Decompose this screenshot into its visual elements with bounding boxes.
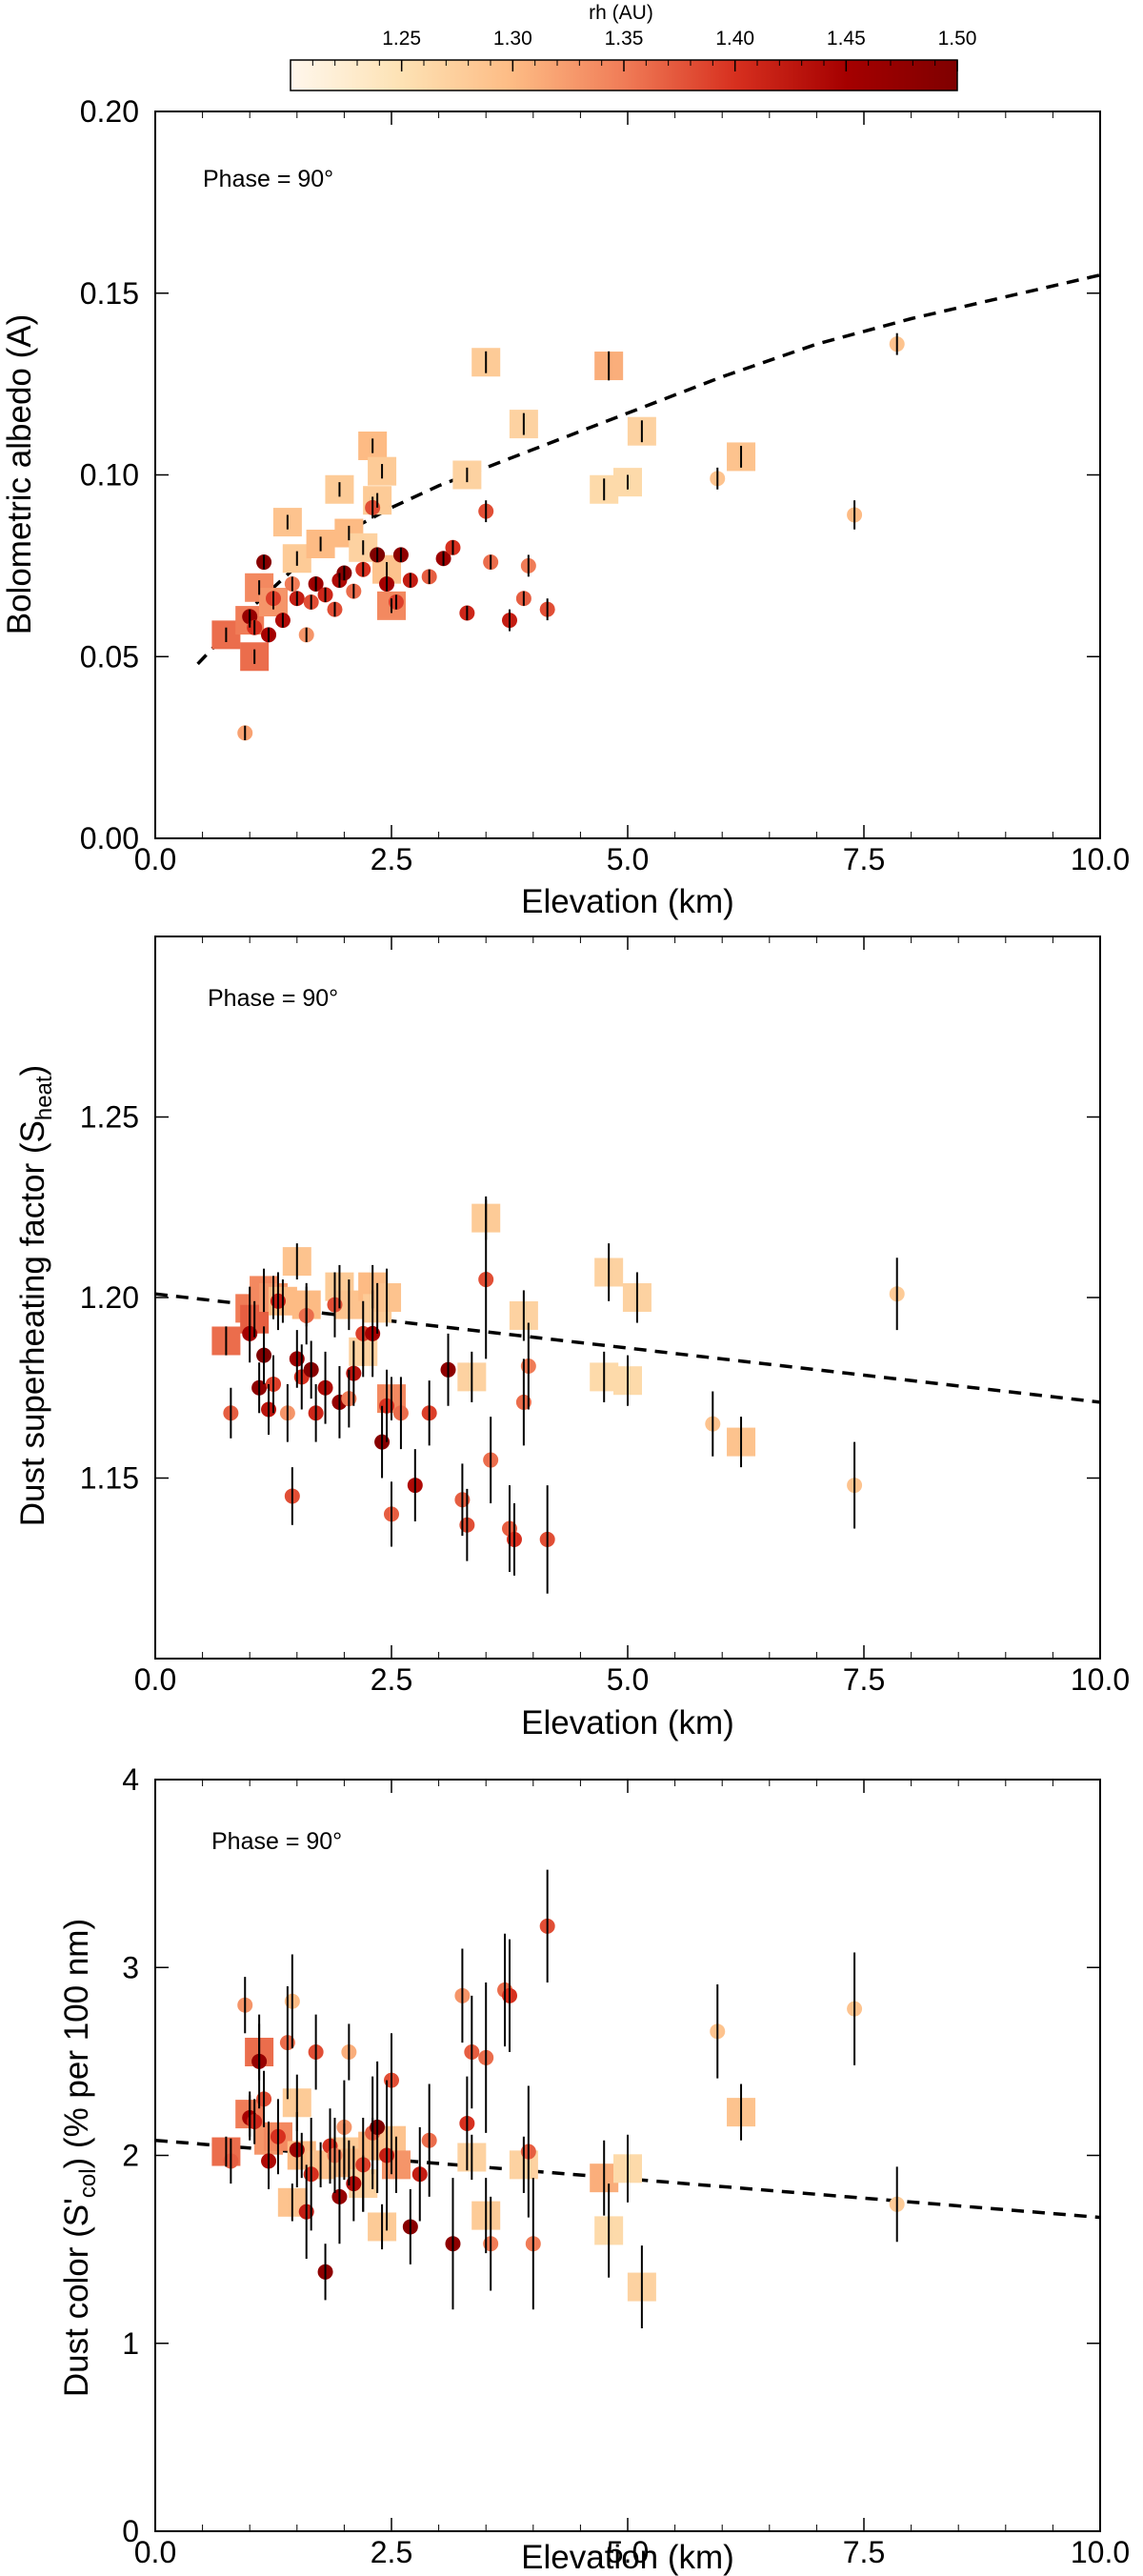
- panel-superheating-ylabel-sub: heat: [31, 1076, 57, 1120]
- panel-superheating-data: [155, 1196, 1100, 1594]
- y-tick-label: 2: [122, 2139, 139, 2173]
- panel-superheating-ylabel-tail: ): [14, 1065, 51, 1077]
- x-tick-label: 0.0: [134, 842, 176, 876]
- panel-albedo-ylabel: Bolometric albedo (A): [1, 314, 38, 635]
- y-tick-label: 1.20: [80, 1280, 139, 1315]
- y-tick-label: 0.00: [80, 821, 139, 855]
- panel-albedo-data: [196, 272, 1100, 741]
- x-tick-label: 0.0: [134, 1662, 176, 1697]
- panel-albedo-xlabel: Elevation (km): [521, 883, 734, 920]
- x-tick-label: 7.5: [843, 1662, 885, 1697]
- colorbar-tick-label: 1.45: [827, 28, 866, 50]
- y-tick-label: 0.15: [80, 276, 139, 311]
- panel-albedo: Phase = 90° Elevation (km) Bolometric al…: [1, 94, 1130, 920]
- x-tick-label: 10.0: [1071, 2535, 1130, 2569]
- panel-color-ylabel: Dust color (S'col) (% per 100 nm): [58, 1919, 101, 2397]
- panel-superheating-ylabel: Dust superheating factor (Sheat): [14, 1065, 57, 1526]
- panel-superheating: Phase = 90° Elevation (km) Dust superhea…: [14, 936, 1130, 1741]
- colorbar-ticks: 1.25 1.30 1.35 1.40 1.45 1.50: [290, 28, 977, 71]
- colorbar: rh (AU) 1.25 1.30 1.35 1.40 1.45 1.50: [290, 2, 977, 91]
- y-tick-label: 3: [122, 1950, 139, 1984]
- y-tick-label: 0.20: [80, 94, 139, 129]
- x-tick-label: 10.0: [1071, 1662, 1130, 1697]
- colorbar-tick-label: 1.40: [715, 28, 754, 50]
- y-tick-label: 1: [122, 2326, 139, 2361]
- panel-superheating-xlabel: Elevation (km): [521, 1704, 734, 1741]
- colorbar-tick-label: 1.30: [493, 28, 532, 50]
- y-tick-label: 1.15: [80, 1461, 139, 1496]
- panel-color-ylabel-tail: ) (% per 100 nm): [58, 1919, 95, 2169]
- x-tick-label: 5.0: [607, 842, 649, 876]
- panel-color-data: [155, 1869, 1100, 2328]
- x-tick-label: 7.5: [843, 2535, 885, 2569]
- x-tick-label: 5.0: [607, 2535, 649, 2569]
- colorbar-tick-label: 1.50: [938, 28, 977, 50]
- colorbar-tick-label: 1.25: [382, 28, 421, 50]
- panel-color-xlabel: Elevation (km): [521, 2539, 734, 2576]
- panel-albedo-ylabel-main: Bolometric albedo (A): [1, 314, 38, 635]
- y-tick-label: 0.10: [80, 458, 139, 493]
- panel-superheating-annotation: Phase = 90°: [208, 985, 338, 1012]
- x-tick-label: 10.0: [1071, 842, 1130, 876]
- colorbar-tick-label: 1.35: [605, 28, 644, 50]
- panel-color-ticks: 0.0 2.5 5.0 7.5 10.0 0 1 2 3 4: [122, 1762, 1130, 2569]
- y-tick-label: 4: [122, 1762, 139, 1797]
- panel-color: Phase = 90° Elevation (km) Dust color (S…: [58, 1762, 1130, 2576]
- panel-color-ylabel-main: Dust color (S': [58, 2198, 95, 2397]
- y-tick-label: 0.05: [80, 639, 139, 674]
- panel-albedo-annotation: Phase = 90°: [203, 166, 333, 192]
- colorbar-title: rh (AU): [589, 2, 653, 24]
- y-tick-label: 0: [122, 2514, 139, 2548]
- y-tick-label: 1.25: [80, 1100, 139, 1135]
- panel-color-ylabel-sub: col: [75, 2168, 101, 2198]
- panel-superheating-ylabel-main: Dust superheating factor (S: [14, 1120, 51, 1526]
- x-tick-label: 0.0: [134, 2535, 176, 2569]
- x-tick-label: 7.5: [843, 842, 885, 876]
- panel-color-annotation: Phase = 90°: [211, 1828, 342, 1855]
- panel-superheating-ticks: 0.0 2.5 5.0 7.5 10.0 1.15 1.20 1.25: [80, 936, 1130, 1697]
- panel-albedo-ticks: 0.0 2.5 5.0 7.5 10.0 0.00 0.05 0.10 0.15 0.20: [80, 94, 1130, 876]
- x-tick-label: 2.5: [371, 2535, 412, 2569]
- x-tick-label: 5.0: [607, 1662, 649, 1697]
- x-tick-label: 2.5: [371, 1662, 412, 1697]
- x-tick-label: 2.5: [371, 842, 412, 876]
